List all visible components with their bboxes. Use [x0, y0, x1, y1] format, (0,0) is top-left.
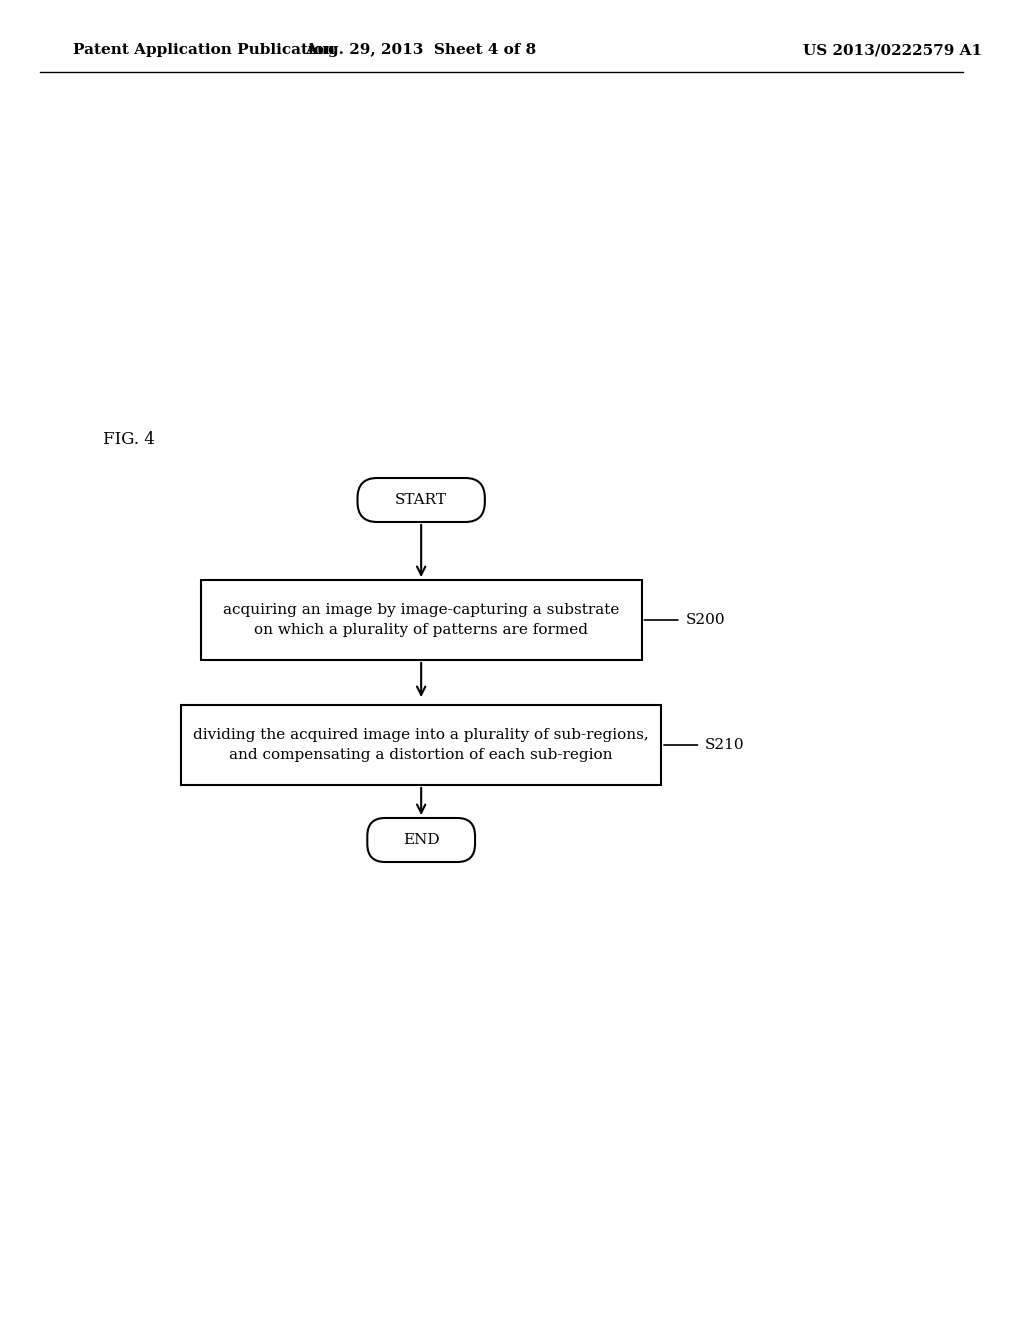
Text: US 2013/0222579 A1: US 2013/0222579 A1 [803, 44, 982, 57]
Text: Patent Application Publication: Patent Application Publication [74, 44, 336, 57]
Text: START: START [395, 492, 447, 507]
FancyBboxPatch shape [181, 705, 662, 785]
FancyBboxPatch shape [201, 579, 642, 660]
FancyBboxPatch shape [357, 478, 484, 521]
Text: dividing the acquired image into a plurality of sub-regions,
and compensating a : dividing the acquired image into a plura… [194, 727, 649, 762]
Text: Aug. 29, 2013  Sheet 4 of 8: Aug. 29, 2013 Sheet 4 of 8 [305, 44, 537, 57]
FancyBboxPatch shape [368, 818, 475, 862]
Text: acquiring an image by image-capturing a substrate
on which a plurality of patter: acquiring an image by image-capturing a … [223, 603, 620, 638]
Text: S210: S210 [706, 738, 744, 752]
Text: END: END [402, 833, 439, 847]
Text: FIG. 4: FIG. 4 [102, 432, 155, 449]
Text: S200: S200 [686, 612, 725, 627]
